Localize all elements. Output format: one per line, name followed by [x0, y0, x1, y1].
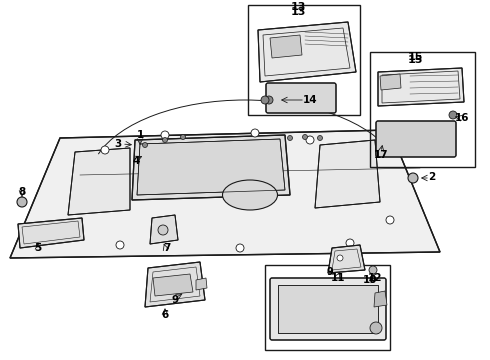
Text: 5: 5 — [34, 243, 42, 253]
Circle shape — [370, 322, 382, 334]
Circle shape — [369, 266, 377, 274]
Polygon shape — [374, 291, 387, 307]
FancyBboxPatch shape — [376, 121, 456, 157]
Circle shape — [386, 216, 394, 224]
Polygon shape — [315, 140, 380, 208]
Polygon shape — [145, 262, 205, 307]
Circle shape — [318, 135, 322, 140]
Text: 15: 15 — [407, 52, 423, 62]
Polygon shape — [68, 148, 130, 215]
Circle shape — [163, 138, 168, 143]
Polygon shape — [137, 139, 285, 195]
Polygon shape — [328, 245, 365, 273]
Circle shape — [101, 146, 109, 154]
FancyBboxPatch shape — [270, 278, 386, 340]
Polygon shape — [153, 274, 193, 296]
Text: 10: 10 — [363, 275, 377, 285]
Circle shape — [116, 241, 124, 249]
Text: 9: 9 — [172, 295, 178, 305]
Polygon shape — [18, 218, 84, 248]
FancyBboxPatch shape — [266, 83, 336, 113]
Text: 14: 14 — [303, 95, 318, 105]
Circle shape — [161, 131, 169, 139]
Text: 15: 15 — [407, 55, 423, 65]
Circle shape — [449, 111, 457, 119]
Text: 9: 9 — [327, 267, 333, 277]
Text: 8: 8 — [19, 187, 25, 197]
Circle shape — [143, 143, 147, 148]
Circle shape — [17, 197, 27, 207]
Circle shape — [306, 136, 314, 144]
Text: 1: 1 — [136, 130, 144, 140]
Ellipse shape — [222, 180, 277, 210]
Text: 11: 11 — [331, 273, 345, 283]
Polygon shape — [258, 22, 356, 82]
Circle shape — [288, 135, 293, 140]
Circle shape — [261, 96, 269, 104]
Text: 4: 4 — [132, 156, 140, 166]
Text: 16: 16 — [455, 113, 469, 123]
Text: 3: 3 — [114, 139, 122, 149]
Circle shape — [346, 239, 354, 247]
Text: 2: 2 — [428, 172, 436, 182]
Text: 13: 13 — [290, 7, 306, 17]
Text: 6: 6 — [161, 310, 169, 320]
Polygon shape — [10, 130, 440, 258]
Circle shape — [408, 173, 418, 183]
Circle shape — [236, 244, 244, 252]
Circle shape — [180, 135, 186, 140]
Polygon shape — [270, 35, 302, 58]
Circle shape — [337, 255, 343, 261]
Text: 17: 17 — [374, 150, 388, 160]
Polygon shape — [150, 215, 178, 244]
Polygon shape — [196, 278, 207, 290]
FancyBboxPatch shape — [278, 285, 378, 333]
Polygon shape — [132, 135, 290, 200]
Circle shape — [265, 96, 273, 104]
Circle shape — [158, 225, 168, 235]
Text: 12: 12 — [368, 273, 382, 283]
Text: 7: 7 — [163, 243, 171, 253]
Polygon shape — [378, 68, 464, 106]
Text: 13: 13 — [290, 2, 306, 12]
Polygon shape — [380, 74, 401, 90]
Circle shape — [251, 129, 259, 137]
Circle shape — [302, 135, 308, 140]
